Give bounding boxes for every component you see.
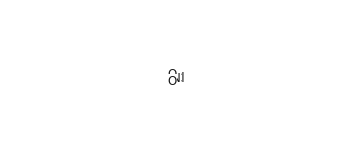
Text: O: O <box>167 75 176 88</box>
Text: Cl: Cl <box>173 71 185 84</box>
Text: N: N <box>171 72 180 85</box>
Text: O: O <box>167 68 176 81</box>
Text: Cl: Cl <box>173 72 185 85</box>
